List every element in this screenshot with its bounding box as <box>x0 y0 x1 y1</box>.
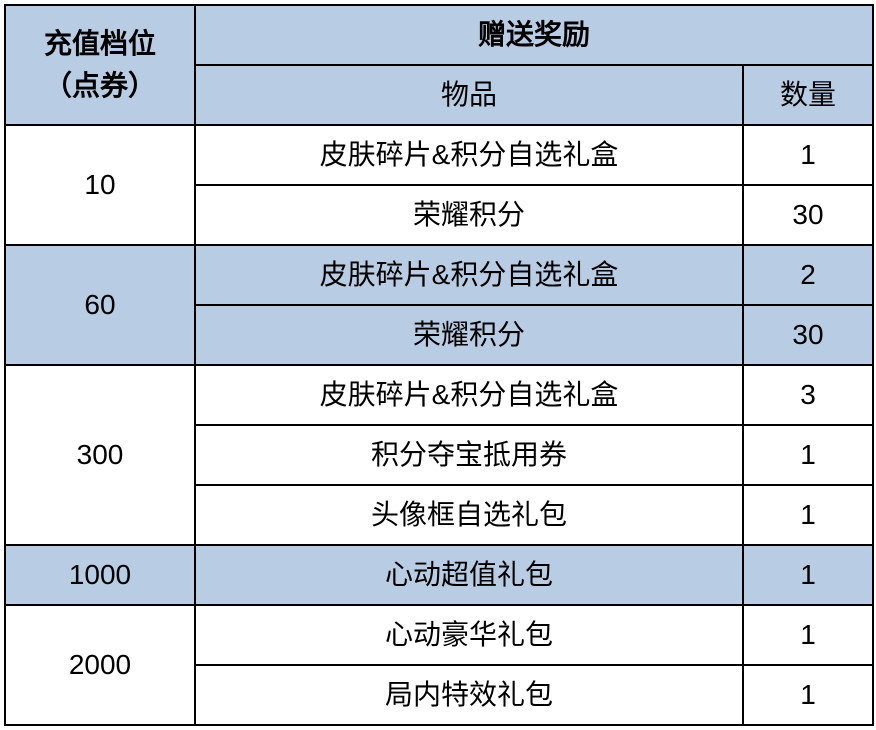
table-row: 1000心动超值礼包1 <box>5 545 873 605</box>
table-row: 10皮肤碎片&积分自选礼盒1 <box>5 125 873 185</box>
quantity-cell: 2 <box>743 245 873 305</box>
item-cell: 积分夺宝抵用券 <box>195 425 743 485</box>
item-cell: 荣耀积分 <box>195 185 743 245</box>
header-tier-line1: 充值档位 <box>44 28 156 59</box>
table-row: 300皮肤碎片&积分自选礼盒3 <box>5 365 873 425</box>
header-tier: 充值档位 （点券） <box>5 5 195 125</box>
header-quantity: 数量 <box>743 65 873 125</box>
tier-cell: 10 <box>5 125 195 245</box>
quantity-cell: 30 <box>743 185 873 245</box>
quantity-cell: 30 <box>743 305 873 365</box>
item-cell: 局内特效礼包 <box>195 665 743 725</box>
table-body: 10皮肤碎片&积分自选礼盒1荣耀积分3060皮肤碎片&积分自选礼盒2荣耀积分30… <box>5 125 873 725</box>
item-cell: 皮肤碎片&积分自选礼盒 <box>195 365 743 425</box>
table-row: 60皮肤碎片&积分自选礼盒2 <box>5 245 873 305</box>
recharge-reward-table: 充值档位 （点券） 赠送奖励 物品 数量 10皮肤碎片&积分自选礼盒1荣耀积分3… <box>4 4 874 726</box>
quantity-cell: 3 <box>743 365 873 425</box>
tier-cell: 2000 <box>5 605 195 725</box>
table-row: 2000心动豪华礼包1 <box>5 605 873 665</box>
header-tier-line2: （点券） <box>44 70 156 101</box>
item-cell: 荣耀积分 <box>195 305 743 365</box>
tier-cell: 300 <box>5 365 195 545</box>
item-cell: 心动豪华礼包 <box>195 605 743 665</box>
quantity-cell: 1 <box>743 545 873 605</box>
quantity-cell: 1 <box>743 605 873 665</box>
item-cell: 心动超值礼包 <box>195 545 743 605</box>
item-cell: 皮肤碎片&积分自选礼盒 <box>195 245 743 305</box>
item-cell: 皮肤碎片&积分自选礼盒 <box>195 125 743 185</box>
quantity-cell: 1 <box>743 425 873 485</box>
header-item: 物品 <box>195 65 743 125</box>
quantity-cell: 1 <box>743 485 873 545</box>
tier-cell: 60 <box>5 245 195 365</box>
tier-cell: 1000 <box>5 545 195 605</box>
quantity-cell: 1 <box>743 665 873 725</box>
quantity-cell: 1 <box>743 125 873 185</box>
item-cell: 头像框自选礼包 <box>195 485 743 545</box>
header-reward: 赠送奖励 <box>195 5 873 65</box>
